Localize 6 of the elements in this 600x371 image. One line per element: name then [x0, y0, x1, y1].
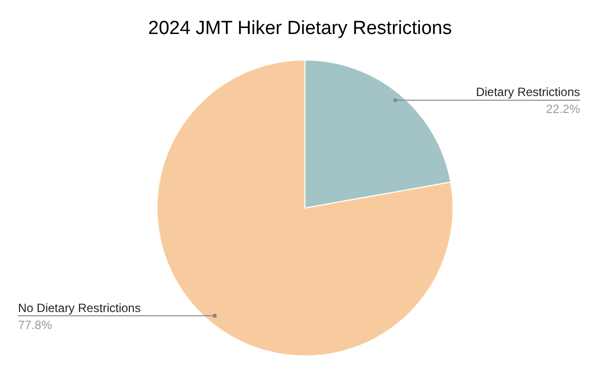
slice-label: No Dietary Restrictions — [18, 300, 141, 315]
slice-label: Dietary Restrictions — [476, 85, 580, 100]
data-label: 22.2% — [546, 102, 580, 116]
pie-slice — [156, 60, 454, 356]
chart-title: 2024 JMT Hiker Dietary Restrictions — [147, 18, 453, 40]
data-label: 77.8% — [18, 318, 52, 332]
